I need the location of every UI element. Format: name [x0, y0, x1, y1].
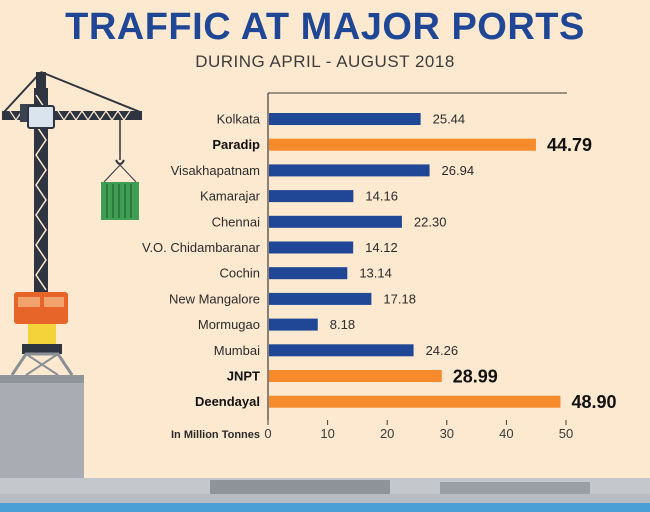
- bar-deendayal: [269, 395, 561, 408]
- category-label-cochin: Cochin: [220, 266, 260, 281]
- x-tick-label: 30: [440, 426, 454, 441]
- category-label-chennai: Chennai: [212, 214, 261, 229]
- category-label-paradip: Paradip: [212, 137, 260, 152]
- value-label-paradip: 44.79: [547, 135, 592, 155]
- category-label-jnpt: JNPT: [227, 369, 260, 384]
- category-label-v-o-chidambaranar: V.O. Chidambaranar: [142, 240, 261, 255]
- value-label-chennai: 22.30: [414, 214, 447, 229]
- x-tick-label: 50: [559, 426, 573, 441]
- value-label-new-mangalore: 17.18: [383, 291, 416, 306]
- bar-jnpt: [269, 370, 442, 382]
- chart-subtitle: DURING APRIL - AUGUST 2018: [195, 52, 455, 71]
- bars: [269, 113, 561, 408]
- category-label-mormugao: Mormugao: [198, 317, 260, 332]
- value-label-v-o-chidambaranar: 14.12: [365, 240, 398, 255]
- bar-mumbai: [269, 344, 414, 357]
- category-label-kolkata: Kolkata: [217, 112, 261, 127]
- bar-v-o-chidambaranar: [269, 241, 354, 254]
- x-tick-label: 10: [320, 426, 334, 441]
- x-tick-label: 0: [264, 426, 271, 441]
- bar-new-mangalore: [269, 292, 372, 305]
- value-label-kamarajar: 14.16: [365, 189, 398, 204]
- category-label-visakhapatnam: Visakhapatnam: [171, 163, 260, 178]
- value-label-jnpt: 28.99: [453, 367, 498, 387]
- value-label-cochin: 13.14: [359, 266, 392, 281]
- x-axis-label: In Million Tonnes: [171, 429, 260, 441]
- category-label-mumbai: Mumbai: [214, 343, 260, 358]
- value-label-mumbai: 24.26: [426, 343, 459, 358]
- bar-paradip: [269, 138, 536, 151]
- bar-cochin: [269, 267, 348, 280]
- value-label-mormugao: 8.18: [330, 317, 355, 332]
- bar-chennai: [269, 215, 402, 228]
- bar-mormugao: [269, 318, 318, 331]
- category-label-deendayal: Deendayal: [195, 394, 260, 409]
- x-axis: 0 10 20 30 40 50: [264, 420, 573, 441]
- x-tick-label: 40: [499, 426, 513, 441]
- bar-kolkata: [269, 113, 421, 125]
- value-label-deendayal: 48.90: [571, 392, 616, 412]
- bar-visakhapatnam: [269, 164, 430, 177]
- value-label-visakhapatnam: 26.94: [442, 163, 475, 178]
- category-label-kamarajar: Kamarajar: [200, 189, 261, 204]
- category-label-new-mangalore: New Mangalore: [169, 291, 260, 306]
- value-labels: 25.44 44.79 26.94 14.16 22.30 14.12 13.14 17.18…: [330, 112, 617, 413]
- value-label-kolkata: 25.44: [433, 112, 466, 127]
- x-tick-label: 20: [380, 426, 394, 441]
- chart-title: TRAFFIC AT MAJOR PORTS: [65, 6, 585, 48]
- bar-kamarajar: [269, 190, 354, 203]
- crane-illustration: [0, 71, 650, 512]
- category-labels: Kolkata Paradip Visakhapatnam Kamarajar Chen…: [142, 112, 261, 410]
